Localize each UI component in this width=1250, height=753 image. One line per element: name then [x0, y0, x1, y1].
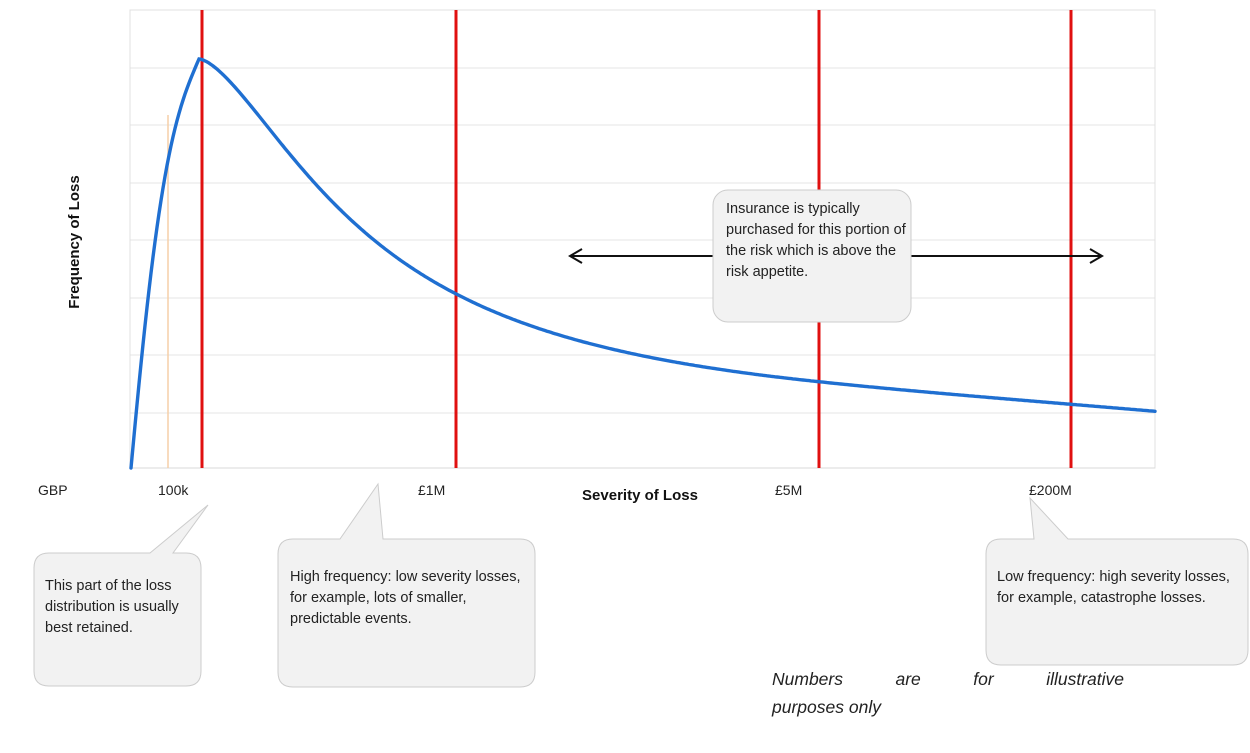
callout-retained — [33, 504, 209, 687]
x-tick-100k: 100k — [158, 482, 189, 498]
callout-low-frequency-text: Low frequency: high severity losses, for… — [997, 569, 1230, 606]
threshold-lines — [200, 10, 1073, 468]
currency-label: GBP — [38, 482, 68, 498]
note-line-1: Numbers are for illustrative — [772, 665, 1124, 693]
arrow-head-right — [1089, 248, 1104, 264]
callout-retained-text: This part of the loss distribution is us… — [45, 578, 179, 636]
callout-insurance — [712, 189, 912, 323]
callout-low-frequency — [985, 496, 1249, 666]
note-word-3: for — [973, 669, 994, 689]
arrow-head-left — [568, 248, 583, 264]
x-axis-label: Severity of Loss — [582, 487, 698, 504]
y-axis-label: Frequency of Loss — [66, 175, 83, 309]
callout-high-frequency — [277, 482, 536, 688]
note-word-4: illustrative — [1046, 669, 1124, 689]
x-tick-200m: £200M — [1029, 482, 1072, 498]
x-tick-1m: £1M — [418, 482, 446, 498]
note-word-2: are — [895, 669, 921, 689]
callout-insurance-text: Insurance is typically purchased for thi… — [726, 201, 906, 280]
note-line-2: purposes only — [772, 697, 881, 717]
loss-distribution-curve — [129, 57, 1157, 470]
x-tick-5m: £5M — [775, 482, 803, 498]
callout-high-frequency-text: High frequency: low severity losses, for… — [290, 569, 521, 627]
illustrative-note: Numbers are for illustrative purposes on… — [772, 665, 1124, 721]
gridlines — [130, 67, 1155, 414]
note-word-1: Numbers — [772, 669, 843, 689]
